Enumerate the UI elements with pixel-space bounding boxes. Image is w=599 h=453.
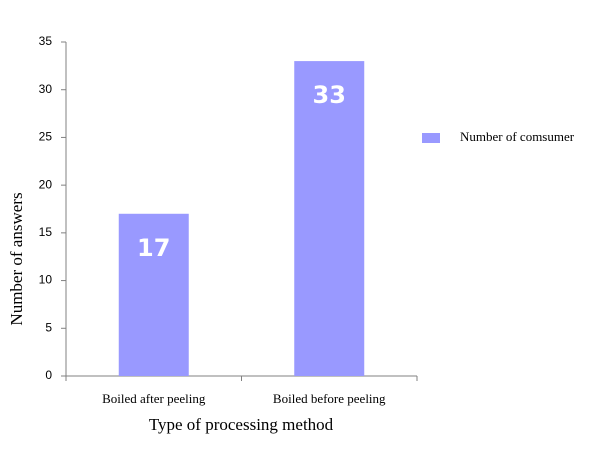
- y-tick-label: 15: [39, 225, 53, 239]
- y-tick-label: 20: [39, 177, 53, 191]
- y-axis-title: Number of answers: [7, 192, 26, 325]
- y-axis: 0 5 10 15 20 25 30 35: [39, 34, 67, 382]
- legend-swatch: [422, 133, 440, 143]
- x-axis-title: Type of processing method: [149, 415, 334, 434]
- y-tick-label: 0: [45, 368, 52, 382]
- y-tick-label: 25: [39, 130, 53, 144]
- bars: [118, 61, 365, 376]
- legend: Number of comsumer: [422, 129, 575, 144]
- x-axis: [65, 375, 418, 381]
- category-label: Boiled before peeling: [273, 391, 386, 406]
- data-label: 17: [137, 234, 170, 262]
- bar: [294, 61, 365, 376]
- category-label: Boiled after peeling: [102, 391, 206, 406]
- y-tick-label: 5: [45, 320, 52, 334]
- data-label: 33: [313, 81, 346, 109]
- y-tick-label: 30: [39, 82, 53, 96]
- category-labels: Boiled after peeling Boiled before peelin…: [102, 391, 386, 406]
- y-tick-label: 10: [39, 273, 53, 287]
- bar: [118, 213, 189, 376]
- y-tick-label: 35: [39, 34, 53, 48]
- legend-label: Number of comsumer: [460, 129, 575, 144]
